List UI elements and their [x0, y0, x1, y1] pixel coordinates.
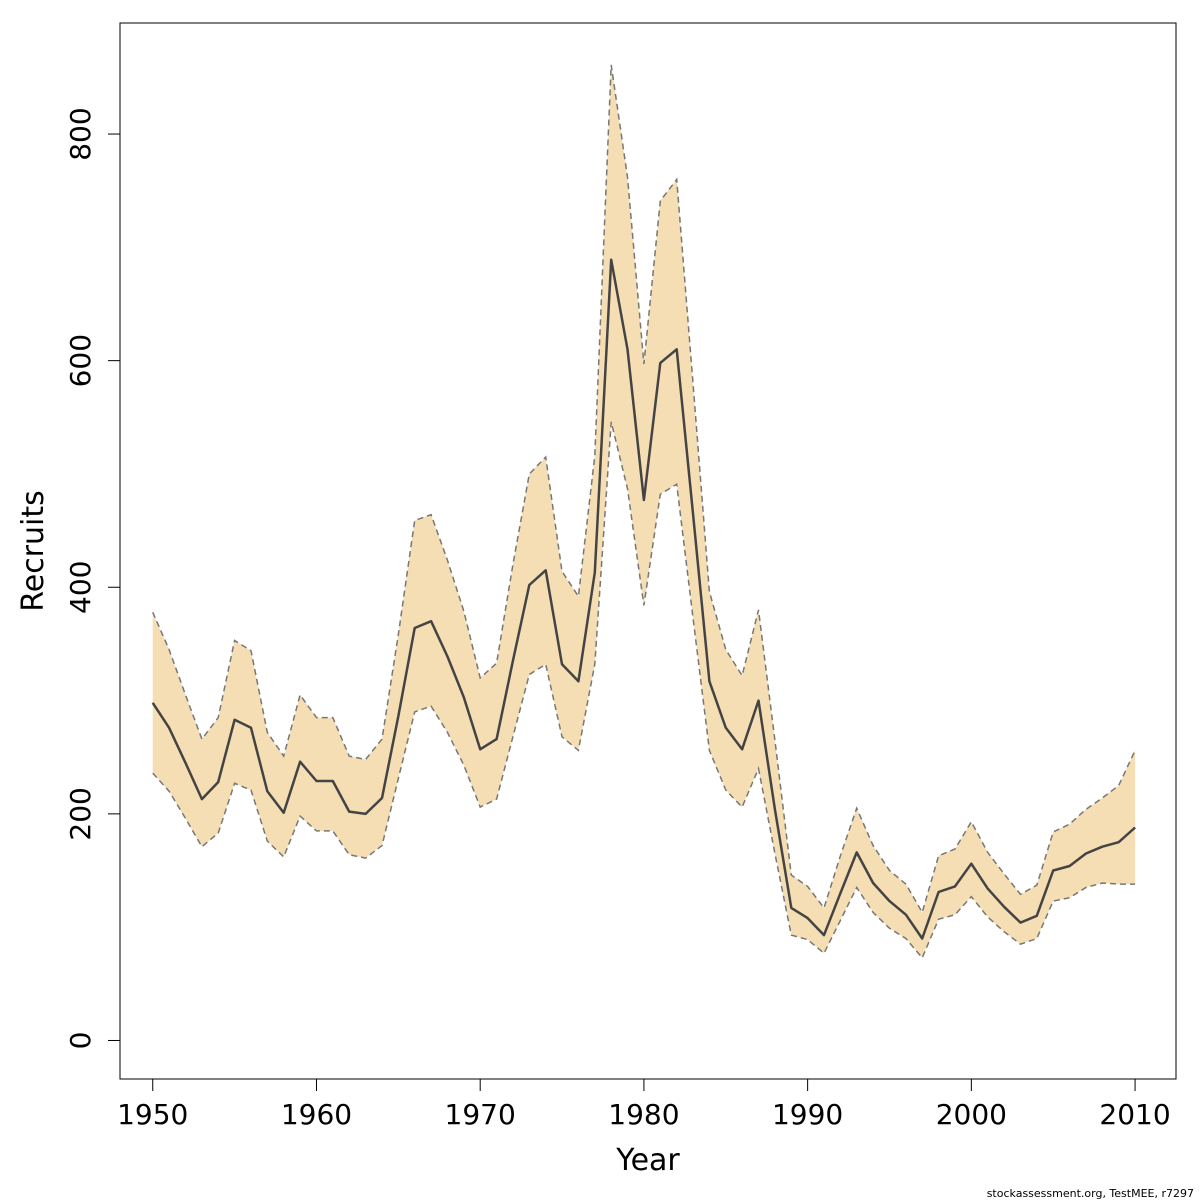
x-tick-label: 1950 — [117, 1098, 188, 1131]
y-tick-label: 600 — [64, 334, 97, 387]
y-tick-label: 200 — [64, 787, 97, 840]
x-tick-label: 1970 — [445, 1098, 516, 1131]
x-axis: 1950 1960 1970 1980 1990 2000 2010 — [117, 1078, 1171, 1131]
confidence-band — [152, 64, 1136, 958]
y-tick-label: 0 — [64, 1032, 97, 1050]
x-tick-label: 2000 — [936, 1098, 1007, 1131]
estimate-line — [151, 258, 1136, 940]
y-axis-title: Recruits — [16, 490, 51, 612]
x-tick-label: 2010 — [1099, 1098, 1170, 1131]
confidence-band-layer — [152, 64, 1136, 958]
lower-bound-line — [152, 421, 1136, 960]
x-tick-label: 1960 — [281, 1098, 352, 1131]
upper-bound-line — [152, 64, 1136, 915]
x-tick-label: 1980 — [608, 1098, 679, 1131]
x-axis-title: Year — [615, 1143, 680, 1178]
estimate-line-layer — [151, 64, 1136, 960]
footnote: stockassessment.org, TestMEE, r7297 — [987, 1187, 1194, 1200]
y-tick-label: 800 — [64, 107, 97, 160]
x-tick-label: 1990 — [772, 1098, 843, 1131]
y-tick-label: 400 — [64, 561, 97, 614]
y-axis: 0 200 400 600 800 — [64, 107, 121, 1050]
